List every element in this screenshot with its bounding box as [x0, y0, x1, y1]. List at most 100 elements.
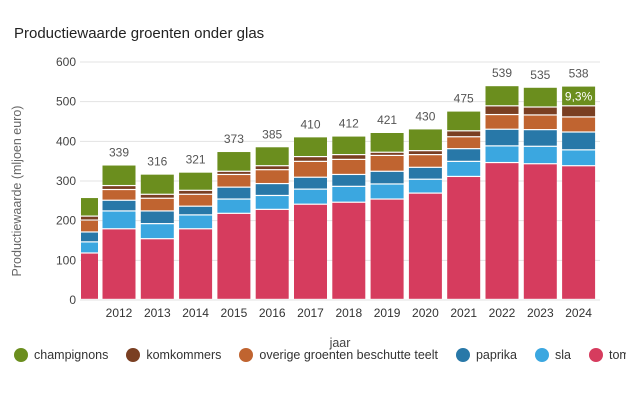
bar-segment-overige-groenten-beschutte-teelt [140, 198, 174, 211]
legend-swatch [239, 348, 254, 362]
bar-segment-paprika [562, 132, 596, 150]
legend-item: sla [534, 348, 571, 362]
bar-segment-komkommers [179, 190, 213, 194]
total-label: 538 [569, 67, 589, 81]
bar-segment-tomaten [294, 204, 327, 299]
bar-segment-komkommers [102, 186, 136, 189]
x-tick-label: 2013 [144, 306, 171, 320]
total-label: 321 [186, 153, 206, 167]
bar-segment-sla [102, 211, 136, 229]
bar-segment-tomaten [447, 177, 481, 299]
total-label: 539 [492, 66, 512, 80]
bar-segment-komkommers [523, 107, 557, 115]
bar-segment-paprika [102, 200, 136, 211]
total-label: 475 [454, 92, 474, 106]
bar-segment-champignons [255, 147, 289, 166]
percent-annotation: 9,3% [565, 90, 593, 104]
total-label: 412 [339, 117, 359, 131]
bar-segment-komkommers [447, 131, 481, 137]
y-axis-label: Productiewaarde (mljoen euro) [10, 106, 24, 277]
bar-segment-komkommers [217, 171, 251, 174]
x-tick-label: 2015 [221, 306, 248, 320]
bar-segment-tomaten [255, 209, 289, 299]
bar-segment-paprika [447, 149, 481, 161]
bar-segment-champignons [370, 133, 404, 152]
y-tick-label: 500 [56, 95, 76, 109]
bar-segment-paprika [408, 167, 442, 179]
bar-segment-sla [408, 179, 442, 193]
legend-item: tomaten [588, 348, 626, 362]
bar-segment-sla [81, 242, 98, 253]
bar-segment-sla [294, 189, 327, 204]
y-tick-label: 100 [56, 253, 76, 267]
legend-item: komkommers [126, 348, 221, 362]
y-tick-label: 300 [56, 174, 76, 188]
legend-swatch [455, 348, 470, 362]
bar-segment-sla [370, 184, 404, 199]
bar-segment-sla [140, 224, 174, 239]
bar-segment-overige-groenten-beschutte-teelt [523, 115, 557, 130]
x-axis-label: jaar [329, 336, 351, 350]
legend-label: tomaten [608, 348, 626, 362]
bar-segment-overige-groenten-beschutte-teelt [370, 156, 404, 171]
chart-title: Productiewaarde groenten onder glas [14, 25, 265, 42]
total-label: 410 [300, 117, 320, 131]
bar-segment-champignons [523, 87, 557, 107]
bar-segment-champignons [294, 137, 327, 156]
bar-segment-overige-groenten-beschutte-teelt [408, 155, 442, 167]
legend-item: overige groenten beschutte teelt [239, 348, 438, 362]
bar-segment-paprika [485, 129, 519, 146]
legend-label: sla [554, 348, 571, 362]
bar-segment-tomaten [562, 166, 596, 299]
total-label: 535 [530, 68, 550, 82]
bar-segment-sla [562, 150, 596, 166]
bar-segment-paprika [332, 175, 366, 186]
bar-segment-tomaten [102, 229, 136, 299]
bar-segment-sla [217, 199, 251, 213]
x-tick-label: 2020 [412, 306, 439, 320]
total-label: 385 [262, 127, 282, 141]
bar-segment-sla [447, 161, 481, 176]
total-label: 430 [415, 109, 435, 123]
bar-segment-sla [255, 196, 289, 209]
y-tick-label: 600 [56, 55, 76, 69]
bar-segment-sla [523, 146, 557, 164]
bar-segment-champignons [447, 111, 481, 131]
bar-segment-tomaten [81, 253, 98, 299]
total-label: 421 [377, 113, 397, 127]
bar-segment-champignons [102, 165, 136, 185]
bar-segment-champignons [562, 86, 596, 106]
bar-segment-sla [332, 186, 366, 202]
bar-segment-sla [485, 146, 519, 162]
bar-segment-champignons [332, 136, 366, 155]
bar-segment-champignons [81, 198, 98, 216]
legend-label: paprika [475, 348, 517, 362]
y-tick-label: 200 [56, 214, 76, 228]
bar-segment-tomaten [332, 202, 366, 299]
x-tick-label: 2012 [106, 306, 133, 320]
x-tick-label: 2014 [182, 306, 209, 320]
legend-swatch [534, 348, 549, 362]
bar-segment-overige-groenten-beschutte-teelt [562, 117, 596, 132]
bar-segment-overige-groenten-beschutte-teelt [255, 170, 289, 183]
bar-segment-champignons [408, 129, 442, 151]
bar-segment-champignons [179, 172, 213, 190]
bar-segment-komkommers [562, 106, 596, 117]
bar-segment-overige-groenten-beschutte-teelt [179, 194, 213, 206]
bar-segment-tomaten [408, 193, 442, 299]
bar-segment-komkommers [408, 151, 442, 155]
y-tick-label: 0 [69, 293, 76, 307]
bar-segment-paprika [217, 187, 251, 199]
bar-segment-champignons [485, 86, 519, 106]
x-tick-label: 2018 [335, 306, 362, 320]
bar-segment-komkommers [332, 155, 366, 159]
x-tick-label: 2017 [297, 306, 324, 320]
x-tick-label: 2016 [259, 306, 286, 320]
legend-label: champignons [34, 348, 109, 362]
bar-segment-tomaten [485, 163, 519, 299]
total-label: 316 [147, 155, 167, 169]
bar-segment-tomaten [140, 239, 174, 299]
x-tick-label: 2023 [527, 306, 554, 320]
bar-segment-tomaten [179, 229, 213, 299]
